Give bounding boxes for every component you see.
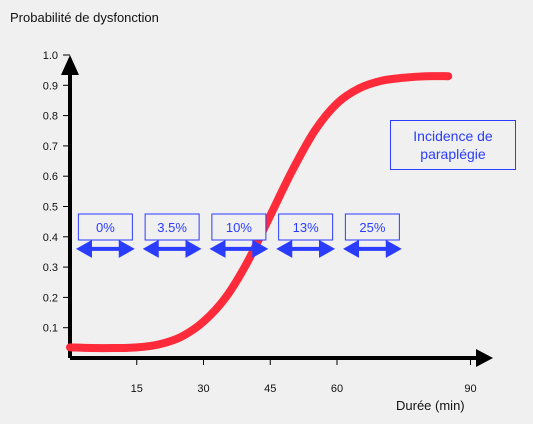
y-tick-label: 0.3 bbox=[43, 262, 58, 274]
interval-label-box bbox=[144, 213, 200, 241]
x-tick-label: 30 bbox=[197, 383, 209, 395]
interval-label-box bbox=[211, 213, 267, 241]
y-tick-label: 0.4 bbox=[43, 232, 58, 244]
x-axis-arrow bbox=[476, 349, 493, 367]
y-axis-arrow bbox=[61, 55, 79, 75]
x-tick-label: 90 bbox=[464, 383, 476, 395]
interval-arrow-left-head bbox=[142, 239, 159, 258]
y-tick-label: 0.5 bbox=[43, 202, 58, 214]
x-tick-label: 60 bbox=[331, 383, 343, 395]
dysfunction-curve bbox=[66, 72, 453, 353]
interval-arrow-right-head bbox=[185, 239, 202, 258]
y-tick-label: 0.9 bbox=[43, 80, 58, 92]
interval-percentage-label: 25% bbox=[359, 220, 385, 235]
y-tick-label: 1.0 bbox=[43, 50, 58, 62]
interval-arrow-left-head bbox=[276, 239, 293, 258]
y-tick-label: 0.6 bbox=[43, 171, 58, 183]
y-tick-label: 0.1 bbox=[43, 323, 58, 335]
interval-arrow-left-head bbox=[209, 239, 226, 258]
y-tick-label: 0.7 bbox=[43, 141, 58, 153]
interval-label-box bbox=[278, 213, 334, 241]
interval-percentage-label: 13% bbox=[293, 220, 319, 235]
interval-label-box bbox=[77, 213, 133, 241]
y-axis-title: Probabilité de dysfonction bbox=[10, 10, 159, 25]
interval-arrow-right-head bbox=[252, 239, 269, 258]
y-tick-label: 0.2 bbox=[43, 292, 58, 304]
interval-label-box bbox=[344, 213, 400, 241]
interval-percentage-label: 10% bbox=[226, 220, 252, 235]
legend-box: Incidence de paraplégie bbox=[390, 120, 516, 170]
x-tick-label: 45 bbox=[264, 383, 276, 395]
x-axis-title: Durée (min) bbox=[396, 398, 465, 413]
interval-percentage-label: 0% bbox=[96, 220, 115, 235]
interval-arrow-left-head bbox=[343, 239, 359, 258]
interval-arrow-right-head bbox=[385, 239, 402, 258]
interval-arrow-right-head bbox=[319, 239, 335, 258]
interval-percentage-label: 3.5% bbox=[157, 220, 187, 235]
x-tick-label: 15 bbox=[131, 383, 143, 395]
y-tick-label: 0.8 bbox=[43, 111, 58, 123]
interval-arrow-left-head bbox=[76, 239, 92, 258]
interval-arrow-right-head bbox=[118, 239, 135, 258]
